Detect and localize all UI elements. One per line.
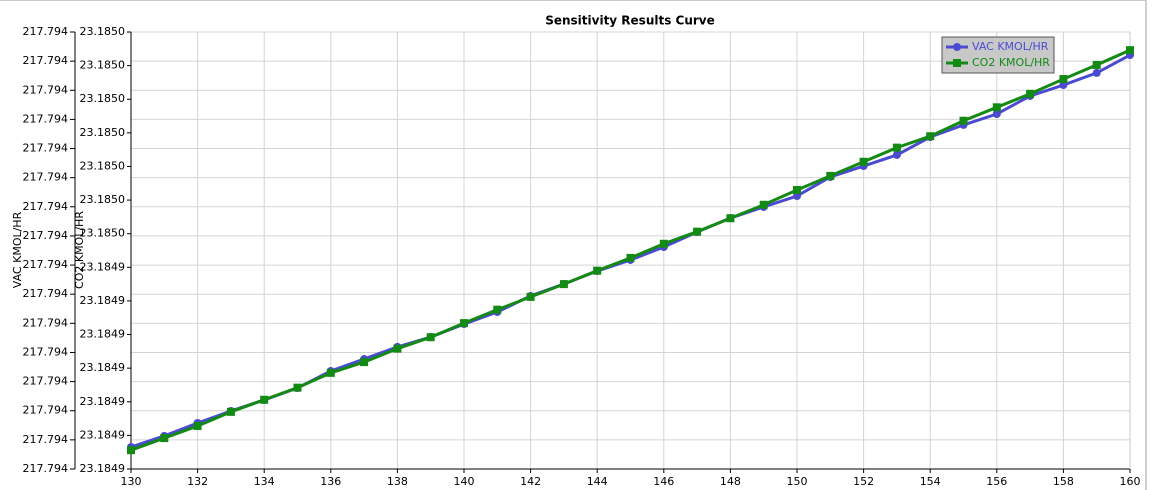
legend-label: VAC KMOL/HR (972, 40, 1049, 53)
y2-tick-label: 23.1849 (80, 462, 126, 475)
y2-tick-label: 23.1849 (80, 395, 126, 408)
y2-tick-label: 23.1850 (80, 126, 126, 139)
marker (793, 185, 801, 194)
x-tick-label: 130 (121, 475, 142, 488)
marker (659, 239, 668, 248)
y-tick-label: 217.794 (23, 404, 69, 417)
y2-tick-label: 23.1850 (80, 193, 126, 206)
marker (992, 103, 1001, 112)
y-tick-label: 217.794 (23, 375, 69, 388)
x-tick-label: 148 (720, 475, 741, 488)
marker (959, 116, 968, 125)
marker (1092, 60, 1101, 69)
y2-tick-label: 23.1850 (80, 25, 126, 38)
chart-title: Sensitivity Results Curve (545, 14, 715, 28)
y2-tick-label: 23.1850 (80, 159, 126, 172)
marker (127, 446, 135, 455)
y2-tick-label: 23.1849 (80, 260, 126, 273)
x-tick-label: 136 (320, 475, 341, 488)
y-tick-label: 217.794 (23, 112, 69, 125)
y-tick-label: 217.794 (23, 229, 69, 242)
y-tick-label: 217.794 (23, 171, 69, 184)
marker (360, 358, 369, 367)
y-tick-label: 217.794 (23, 83, 69, 96)
legend-label: CO2 KMOL/HR (972, 56, 1050, 69)
y2-tick-label: 23.1850 (80, 59, 126, 72)
x-tick-label: 138 (387, 475, 408, 488)
y2-tick-label: 23.1849 (80, 328, 126, 341)
x-tick-label: 134 (254, 475, 275, 488)
marker (193, 421, 202, 430)
x-tick-label: 144 (587, 475, 608, 488)
marker (260, 395, 269, 404)
y2-tick-label: 23.1849 (80, 294, 126, 307)
marker (859, 157, 868, 166)
y2-tick-label: 23.1850 (80, 92, 126, 105)
y-tick-label: 217.794 (23, 462, 69, 475)
y-tick-label: 217.794 (23, 142, 69, 155)
marker (726, 214, 735, 223)
y-tick-label: 217.794 (23, 200, 69, 213)
marker (1026, 89, 1035, 98)
x-tick-label: 142 (520, 475, 541, 488)
x-tick-label: 158 (1053, 475, 1074, 488)
x-tick-label: 150 (787, 475, 808, 488)
marker (992, 110, 1001, 119)
marker (892, 143, 901, 152)
marker (759, 200, 768, 209)
y2-axis-title: CO2 KMOL/HR (73, 211, 86, 289)
x-tick-label: 146 (653, 475, 674, 488)
y-tick-label: 217.794 (23, 433, 69, 446)
legend-marker (953, 43, 961, 51)
marker (293, 383, 302, 392)
y2-tick-label: 23.1849 (80, 428, 126, 441)
marker (892, 150, 901, 159)
marker (793, 192, 801, 201)
marker (526, 292, 535, 301)
y-tick-label: 217.794 (23, 316, 69, 329)
x-tick-label: 154 (920, 475, 941, 488)
y-tick-label: 217.794 (23, 25, 69, 38)
marker (926, 132, 935, 141)
marker (593, 266, 602, 275)
marker (160, 434, 169, 443)
marker (326, 368, 335, 377)
marker (1126, 46, 1134, 55)
x-tick-label: 156 (986, 475, 1007, 488)
x-tick-label: 160 (1120, 475, 1141, 488)
y-tick-label: 217.794 (23, 287, 69, 300)
legend-marker (953, 59, 961, 67)
x-tick-label: 152 (853, 475, 874, 488)
marker (626, 253, 635, 262)
y-axis-title: VAC KMOL/HR (11, 211, 24, 288)
marker (226, 407, 235, 416)
marker (426, 333, 435, 342)
marker (1092, 68, 1101, 77)
marker (493, 305, 502, 314)
marker (393, 344, 402, 353)
y-tick-label: 217.794 (23, 258, 69, 271)
y-tick-label: 217.794 (23, 345, 69, 358)
marker (826, 171, 835, 180)
y-tick-label: 217.794 (23, 54, 69, 67)
marker (460, 319, 468, 328)
y2-tick-label: 23.1850 (80, 227, 126, 240)
marker (559, 280, 568, 289)
x-tick-label: 140 (454, 475, 475, 488)
y2-tick-label: 23.1849 (80, 361, 126, 374)
marker (1059, 75, 1068, 84)
x-tick-label: 132 (187, 475, 208, 488)
marker (693, 227, 702, 236)
